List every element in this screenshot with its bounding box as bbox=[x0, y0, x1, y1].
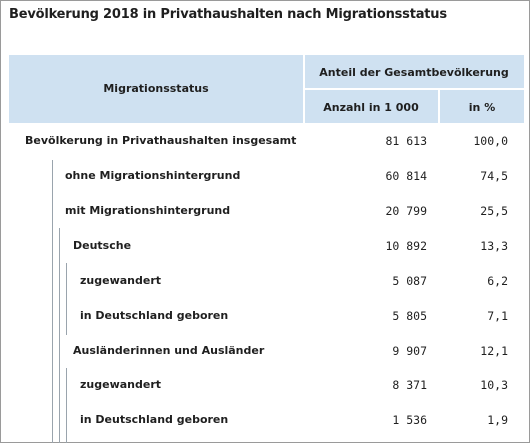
row-percent-deutsche: 13,3 bbox=[480, 239, 508, 253]
header-cell-percent bbox=[440, 90, 524, 123]
header-cell-group bbox=[305, 55, 524, 88]
indent-guide-level-3-deutsche bbox=[66, 263, 67, 335]
row-label-auslaender-zugewandert: zugewandert bbox=[80, 378, 162, 391]
row-percent-auslaender: 12,1 bbox=[480, 344, 508, 358]
indent-guide-level-3-auslaender bbox=[66, 368, 67, 443]
row-count-deutsche: 10 892 bbox=[385, 239, 427, 253]
row-label-deutsche-geboren: in Deutschland geboren bbox=[80, 309, 229, 322]
header-cell-count bbox=[305, 90, 438, 123]
header-label-percent: in % bbox=[468, 101, 496, 114]
row-percent-auslaender-geboren: 1,9 bbox=[487, 413, 508, 427]
row-label-deutsche-zugewandert: zugewandert bbox=[80, 274, 162, 287]
row-count-mit: 20 799 bbox=[385, 204, 427, 218]
row-label-auslaender-geboren: in Deutschland geboren bbox=[80, 413, 229, 426]
row-count-total: 81 613 bbox=[385, 134, 427, 148]
table-title: Bevölkerung 2018 in Privathaushalten nac… bbox=[9, 7, 447, 22]
row-count-auslaender-zugewandert: 8 371 bbox=[392, 378, 427, 392]
row-count-deutsche-zugewandert: 5 087 bbox=[392, 274, 427, 288]
indent-guide-level-1 bbox=[52, 160, 53, 443]
header-label-migrationsstatus: Migrationsstatus bbox=[103, 82, 209, 95]
row-percent-auslaender-zugewandert: 10,3 bbox=[480, 378, 508, 392]
row-label-auslaender: Ausländerinnen und Ausländer bbox=[73, 344, 265, 357]
row-label-deutsche: Deutsche bbox=[73, 239, 132, 252]
row-count-auslaender: 9 907 bbox=[392, 344, 427, 358]
row-count-deutsche-geboren: 5 805 bbox=[392, 309, 427, 323]
row-count-ohne: 60 814 bbox=[385, 169, 427, 183]
row-percent-deutsche-geboren: 7,1 bbox=[487, 309, 508, 323]
header-cell-migrationsstatus bbox=[9, 55, 303, 123]
row-percent-mit: 25,5 bbox=[480, 204, 508, 218]
header-label-count: Anzahl in 1 000 bbox=[323, 101, 419, 114]
row-label-ohne: ohne Migrationshintergrund bbox=[65, 169, 241, 182]
indent-guide-level-2 bbox=[59, 228, 60, 443]
row-percent-ohne: 74,5 bbox=[480, 169, 508, 183]
row-percent-total: 100,0 bbox=[473, 134, 508, 148]
row-label-mit: mit Migrationshintergrund bbox=[65, 204, 231, 217]
row-label-total: Bevölkerung in Privathaushalten insgesam… bbox=[25, 134, 297, 147]
row-count-auslaender-geboren: 1 536 bbox=[392, 413, 427, 427]
row-percent-deutsche-zugewandert: 6,2 bbox=[487, 274, 508, 288]
header-label-group: Anteil der Gesamtbevölkerung bbox=[319, 66, 509, 79]
